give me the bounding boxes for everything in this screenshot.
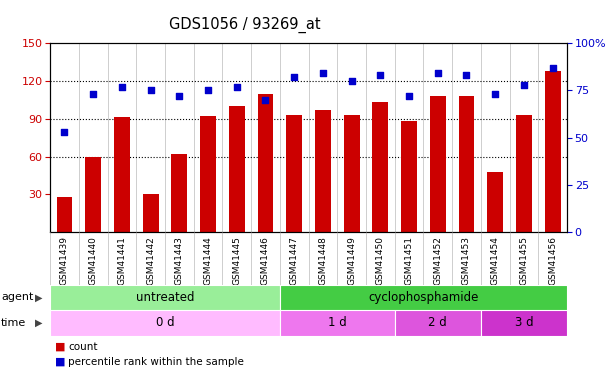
Bar [545, 71, 560, 232]
Text: agent: agent [1, 292, 34, 302]
Text: ▶: ▶ [35, 292, 43, 302]
Text: GSM41455: GSM41455 [519, 236, 529, 285]
Text: GSM41446: GSM41446 [261, 236, 270, 285]
Text: GDS1056 / 93269_at: GDS1056 / 93269_at [169, 17, 320, 33]
Text: GSM41442: GSM41442 [146, 236, 155, 285]
Text: GSM41439: GSM41439 [60, 236, 69, 285]
Bar [50, 310, 280, 336]
Point [290, 74, 299, 80]
Text: GSM41441: GSM41441 [117, 236, 126, 285]
Text: GSM41445: GSM41445 [232, 236, 241, 285]
Bar [280, 310, 395, 336]
Point [60, 129, 70, 135]
Text: GSM41440: GSM41440 [89, 236, 98, 285]
Bar [401, 121, 417, 232]
Bar [488, 172, 503, 232]
Text: ■: ■ [55, 357, 65, 367]
Point [146, 87, 156, 93]
Text: GSM41454: GSM41454 [491, 236, 500, 285]
Bar [430, 96, 445, 232]
Bar [200, 116, 216, 232]
Text: time: time [1, 318, 26, 328]
Text: percentile rank within the sample: percentile rank within the sample [68, 357, 244, 367]
Point [89, 91, 98, 97]
Text: GSM41448: GSM41448 [318, 236, 327, 285]
Point [117, 84, 127, 90]
Text: GSM41456: GSM41456 [548, 236, 557, 285]
Text: GSM41452: GSM41452 [433, 236, 442, 285]
Text: GSM41447: GSM41447 [290, 236, 299, 285]
Bar [229, 106, 244, 232]
Point [433, 70, 443, 76]
Text: GSM41453: GSM41453 [462, 236, 471, 285]
Point [491, 91, 500, 97]
Point [519, 82, 529, 88]
Text: count: count [68, 342, 98, 352]
Point [548, 65, 558, 71]
Bar [143, 194, 158, 232]
Point [175, 93, 185, 99]
Text: ■: ■ [55, 342, 65, 352]
Text: ▶: ▶ [35, 318, 43, 328]
Text: untreated: untreated [136, 291, 194, 304]
Text: GSM41450: GSM41450 [376, 236, 385, 285]
Text: GSM41451: GSM41451 [404, 236, 414, 285]
Point [376, 72, 386, 78]
Bar [114, 117, 130, 232]
Bar [287, 115, 302, 232]
Bar [516, 115, 532, 232]
Text: GSM41449: GSM41449 [347, 236, 356, 285]
Bar [459, 96, 474, 232]
Bar [57, 197, 72, 232]
Bar [481, 310, 567, 336]
Bar [258, 93, 273, 232]
Point [261, 97, 271, 103]
Point [462, 72, 472, 78]
Bar [315, 110, 331, 232]
Text: 0 d: 0 d [156, 316, 174, 329]
Point [404, 93, 414, 99]
Bar [172, 154, 187, 232]
Bar [280, 285, 567, 310]
Text: GSM41443: GSM41443 [175, 236, 184, 285]
Point [232, 84, 242, 90]
Text: cyclophosphamide: cyclophosphamide [368, 291, 478, 304]
Text: 2 d: 2 d [428, 316, 447, 329]
Point [318, 70, 328, 76]
Point [203, 87, 213, 93]
Text: 3 d: 3 d [514, 316, 533, 329]
Bar [395, 310, 481, 336]
Bar [50, 285, 280, 310]
Text: GSM41444: GSM41444 [203, 236, 213, 285]
Bar [344, 115, 359, 232]
Point [347, 78, 357, 84]
Bar [373, 102, 388, 232]
Bar [86, 156, 101, 232]
Text: 1 d: 1 d [328, 316, 346, 329]
